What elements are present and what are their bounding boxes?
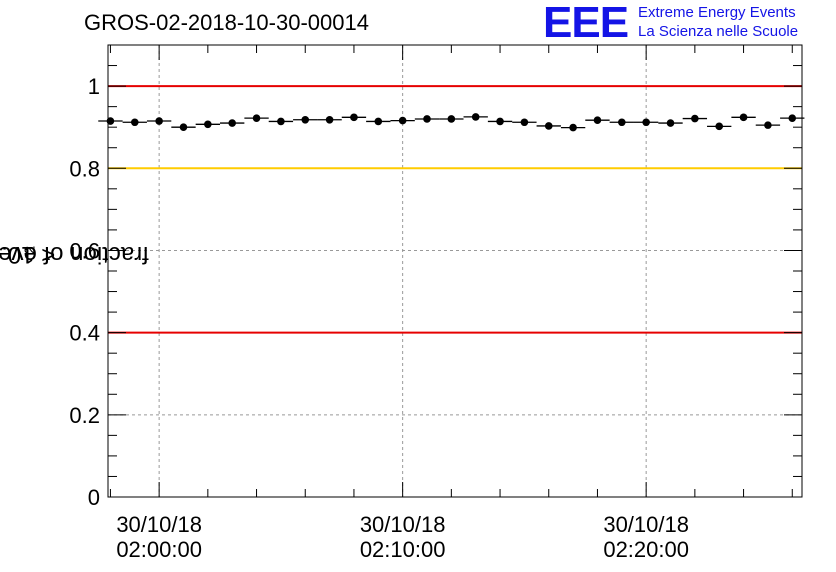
data-point bbox=[544, 122, 553, 130]
data-point bbox=[471, 113, 480, 121]
data-point bbox=[666, 119, 675, 127]
grid-lines bbox=[108, 45, 802, 497]
y-axis-label-tail: < 10.0 bbox=[0, 241, 56, 269]
x-tick-label-date: 30/10/18 bbox=[360, 512, 446, 537]
chart-title: GROS-02-2018-10-30-00014 bbox=[84, 10, 369, 35]
data-point bbox=[739, 113, 748, 122]
tick-labels: 00.20.40.60.8130/10/1802:00:0030/10/1802… bbox=[69, 74, 689, 562]
y-tick-label: 0.4 bbox=[69, 321, 100, 346]
data-point bbox=[155, 117, 163, 125]
data-point bbox=[325, 115, 334, 124]
reference-lines bbox=[108, 85, 802, 334]
y-tick-label: 0.8 bbox=[69, 156, 100, 181]
data-point bbox=[374, 117, 383, 126]
data-point bbox=[252, 114, 261, 122]
data-point bbox=[350, 113, 358, 122]
axis-ticks bbox=[108, 44, 802, 498]
data-point bbox=[301, 115, 310, 124]
data-point bbox=[642, 118, 650, 127]
y-tick-label: 1 bbox=[88, 74, 100, 99]
data-point bbox=[277, 117, 285, 126]
data-point bbox=[228, 119, 236, 127]
data-point bbox=[398, 116, 407, 125]
eee-logo-mark: EEE bbox=[543, 0, 629, 47]
data-point bbox=[106, 117, 115, 125]
y-tick-label: 0.6 bbox=[69, 238, 100, 263]
plot-border bbox=[107, 44, 803, 498]
y-tick-label: 0.2 bbox=[69, 403, 100, 428]
x-tick-label-time: 02:10:00 bbox=[360, 537, 446, 562]
data-point bbox=[764, 121, 772, 129]
data-point bbox=[204, 120, 212, 129]
data-point bbox=[593, 116, 602, 124]
data-point bbox=[447, 115, 456, 123]
data-points bbox=[98, 113, 805, 132]
data-point bbox=[423, 115, 431, 123]
eee-logo-text: Extreme Energy Events La Scienza nelle S… bbox=[638, 3, 798, 41]
data-point bbox=[520, 118, 529, 127]
x-tick-label-date: 30/10/18 bbox=[603, 512, 689, 537]
data-point bbox=[691, 114, 699, 123]
y-tick-label: 0 bbox=[88, 485, 100, 510]
data-point bbox=[618, 118, 626, 127]
data-point bbox=[130, 118, 139, 127]
data-point bbox=[715, 122, 724, 131]
data-point bbox=[788, 114, 797, 122]
x-tick-label-time: 02:00:00 bbox=[116, 537, 202, 562]
data-point bbox=[179, 123, 188, 131]
x-tick-label-date: 30/10/18 bbox=[116, 512, 202, 537]
data-point bbox=[496, 117, 504, 126]
logo-line-2: La Scienza nelle Scuole bbox=[638, 23, 799, 40]
x-tick-label-time: 02:20:00 bbox=[603, 537, 689, 562]
data-point bbox=[569, 123, 577, 132]
logo-line-1: Extreme Energy Events bbox=[638, 4, 796, 21]
plot-frame bbox=[107, 44, 803, 498]
